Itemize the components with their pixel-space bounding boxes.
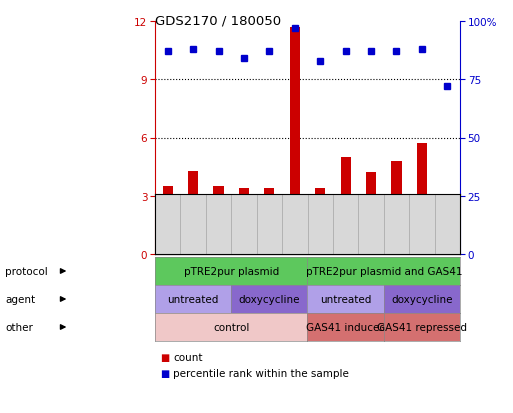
Text: untreated: untreated — [320, 294, 371, 304]
Bar — [256, 195, 282, 254]
Bar — [231, 195, 256, 254]
Text: pTRE2pur plasmid: pTRE2pur plasmid — [184, 266, 279, 276]
Text: GDS2170 / 180050: GDS2170 / 180050 — [155, 14, 281, 27]
Text: doxycycline: doxycycline — [391, 294, 452, 304]
Bar — [391, 161, 402, 254]
Text: control: control — [213, 322, 249, 332]
Bar — [359, 195, 384, 254]
Bar — [333, 195, 359, 254]
Bar — [188, 171, 198, 254]
Bar — [282, 195, 307, 254]
Bar — [163, 187, 173, 254]
Text: count: count — [173, 352, 203, 362]
Text: untreated: untreated — [167, 294, 219, 304]
Text: percentile rank within the sample: percentile rank within the sample — [173, 368, 349, 378]
Text: agent: agent — [5, 294, 35, 304]
Text: other: other — [5, 322, 33, 332]
Bar — [206, 195, 231, 254]
Bar — [384, 195, 409, 254]
Bar — [239, 188, 249, 254]
Text: GAS41 repressed: GAS41 repressed — [377, 322, 467, 332]
Bar — [417, 144, 427, 254]
Bar — [155, 195, 181, 254]
Bar — [341, 157, 351, 254]
Text: pTRE2pur plasmid and GAS41: pTRE2pur plasmid and GAS41 — [306, 266, 462, 276]
Bar — [290, 28, 300, 254]
Bar — [315, 188, 325, 254]
Bar — [264, 188, 274, 254]
Bar — [442, 206, 452, 254]
Text: doxycycline: doxycycline — [239, 294, 300, 304]
Text: ■: ■ — [160, 352, 169, 362]
Bar — [435, 195, 460, 254]
Text: GAS41 induced: GAS41 induced — [306, 322, 386, 332]
Bar — [409, 195, 435, 254]
Bar — [213, 187, 224, 254]
Text: protocol: protocol — [5, 266, 48, 276]
Bar — [181, 195, 206, 254]
Text: ■: ■ — [160, 368, 169, 378]
Bar — [366, 173, 376, 254]
Bar — [307, 195, 333, 254]
